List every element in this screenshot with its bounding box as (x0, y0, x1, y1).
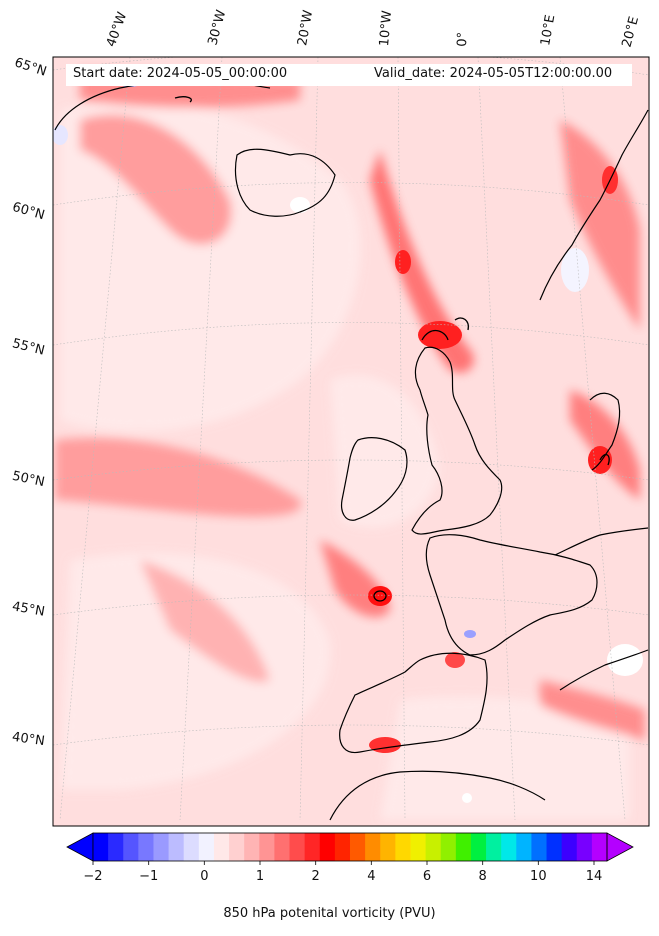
colorbar-segment (259, 833, 275, 861)
colorbar-tick-label: 10 (530, 869, 547, 884)
colorbar-frame (92, 832, 608, 862)
red-band-atlantic (140, 560, 270, 682)
norway-coast (539, 109, 649, 301)
colorbar-segment (334, 833, 351, 861)
lon-label-0: 0° (455, 31, 471, 47)
iceland-coast (234, 148, 336, 217)
colorbar-segment (365, 833, 381, 861)
colorbar-segment (576, 833, 593, 861)
france-coast (425, 534, 598, 656)
great-britain-coast (411, 346, 503, 535)
colorbar-segment (425, 833, 442, 861)
colorbar-segment (380, 833, 396, 861)
north-africa-coast (329, 770, 546, 821)
red-band-west (55, 438, 302, 517)
denmark-coast (589, 392, 621, 471)
colorbar-segment (546, 833, 563, 861)
colorbar-segment (153, 833, 170, 861)
colorbar-tick-label: 14 (585, 869, 603, 884)
pale-region-iberia (380, 696, 630, 820)
colorbar-tick-label: 4 (367, 869, 376, 884)
colorbar-segment (486, 833, 502, 861)
colorbar-segment (168, 833, 185, 861)
colorbar-segment (516, 833, 532, 861)
red-band-denmark (570, 390, 640, 500)
colorbar-segment (410, 833, 427, 861)
colorbar (66, 832, 634, 865)
red-band-iceland-scotland (370, 150, 474, 373)
graticule-lines (53, 57, 649, 821)
colorbar-segment (108, 833, 124, 861)
colorbar-segment (455, 833, 472, 861)
colorbar-segment (93, 833, 109, 861)
colorbar-title: 850 hPa potenital vorticity (PVU) (223, 906, 436, 921)
colorbar-segment (198, 833, 215, 861)
colorbar-tick-label: 0 (200, 869, 209, 884)
colorbar-segment (289, 833, 306, 861)
pv-contours (174, 96, 610, 602)
map-frame (52, 56, 650, 827)
colorbar-segment (229, 833, 245, 861)
pale-region-southwest (60, 552, 331, 790)
colorbar-segment (591, 833, 608, 861)
colorbar-extend-high (606, 832, 634, 862)
start-date-label: Start date: 2024-05-05_00:00:00 (73, 66, 288, 81)
colorbar-segment (123, 833, 139, 861)
colorbar-segment (183, 833, 200, 861)
colorbar-segment (470, 833, 487, 861)
colorbar-tick-label: 6 (422, 869, 432, 884)
colorbar-tick-label: 8 (478, 869, 487, 884)
red-band-norway (560, 120, 640, 330)
colorbar-segment (244, 833, 260, 861)
colorbar-segment (304, 833, 321, 861)
colorbar-segment (274, 833, 291, 861)
colorbar-segment (350, 833, 366, 861)
lon-label-10w: 10°W (377, 9, 396, 47)
colorbar-segment (213, 833, 230, 861)
header-bar (66, 64, 632, 86)
colorbar-segment (138, 833, 154, 861)
valid-date-label: Valid_date: 2024-05-05T12:00:00.00 (374, 66, 613, 81)
colorbar-segment (395, 833, 411, 861)
iberia-coast (339, 652, 488, 754)
colorbar-tick-label: 2 (311, 869, 320, 884)
mediterranean-coast (559, 649, 649, 691)
colorbar-segment (319, 833, 336, 861)
colorbar-segment (531, 833, 548, 861)
colorbar-tick-label: −2 (83, 869, 103, 884)
pale-region-britain (330, 374, 440, 528)
pv-field (53, 57, 649, 826)
colorbar-extend-low (66, 832, 94, 862)
benelux-coast (554, 527, 649, 556)
colorbar-tick-label: −1 (139, 869, 159, 884)
colorbar-segment (561, 833, 578, 861)
red-band-mediterranean (540, 680, 645, 740)
red-band-northwest (80, 114, 232, 245)
colorbar-segment (501, 833, 517, 861)
ireland-coast (340, 437, 408, 521)
colorbar-tick-label: 1 (255, 869, 265, 884)
colorbar-segment (440, 833, 457, 861)
